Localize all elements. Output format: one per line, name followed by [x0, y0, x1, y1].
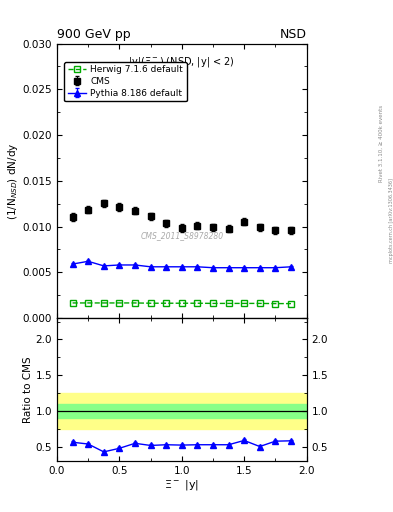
- Text: CMS_2011_S8978280: CMS_2011_S8978280: [140, 231, 223, 240]
- X-axis label: $\Xi^-$ |y|: $\Xi^-$ |y|: [164, 478, 199, 493]
- Herwig 7.1.6 default: [86, 300, 90, 306]
- Herwig 7.1.6 default: [288, 301, 293, 307]
- Herwig 7.1.6 default: [148, 300, 153, 306]
- Herwig 7.1.6 default: [117, 300, 122, 306]
- Text: Rivet 3.1.10, ≥ 400k events: Rivet 3.1.10, ≥ 400k events: [379, 105, 384, 182]
- Herwig 7.1.6 default: [70, 300, 75, 306]
- Herwig 7.1.6 default: [179, 300, 184, 306]
- Y-axis label: (1/N$_{NSD}$) dN/dy: (1/N$_{NSD}$) dN/dy: [6, 142, 20, 220]
- Herwig 7.1.6 default: [242, 301, 246, 307]
- Line: Herwig 7.1.6 default: Herwig 7.1.6 default: [70, 300, 294, 307]
- Text: mcplots.cern.ch [arXiv:1306.3436]: mcplots.cern.ch [arXiv:1306.3436]: [389, 178, 393, 263]
- Herwig 7.1.6 default: [211, 301, 215, 307]
- Herwig 7.1.6 default: [273, 301, 278, 307]
- Herwig 7.1.6 default: [132, 300, 137, 306]
- Y-axis label: Ratio to CMS: Ratio to CMS: [23, 356, 33, 423]
- Herwig 7.1.6 default: [257, 301, 262, 307]
- Text: |y|($\Xi^-$) (NSD, |y| < 2): |y|($\Xi^-$) (NSD, |y| < 2): [129, 54, 235, 69]
- Herwig 7.1.6 default: [226, 301, 231, 307]
- Legend: Herwig 7.1.6 default, CMS, Pythia 8.186 default: Herwig 7.1.6 default, CMS, Pythia 8.186 …: [64, 62, 187, 101]
- Herwig 7.1.6 default: [164, 300, 169, 306]
- Text: 900 GeV pp: 900 GeV pp: [57, 28, 130, 41]
- Bar: [57, 403, 307, 418]
- Herwig 7.1.6 default: [195, 300, 200, 306]
- Herwig 7.1.6 default: [101, 300, 106, 306]
- Bar: [57, 393, 307, 429]
- Text: NSD: NSD: [279, 28, 307, 41]
